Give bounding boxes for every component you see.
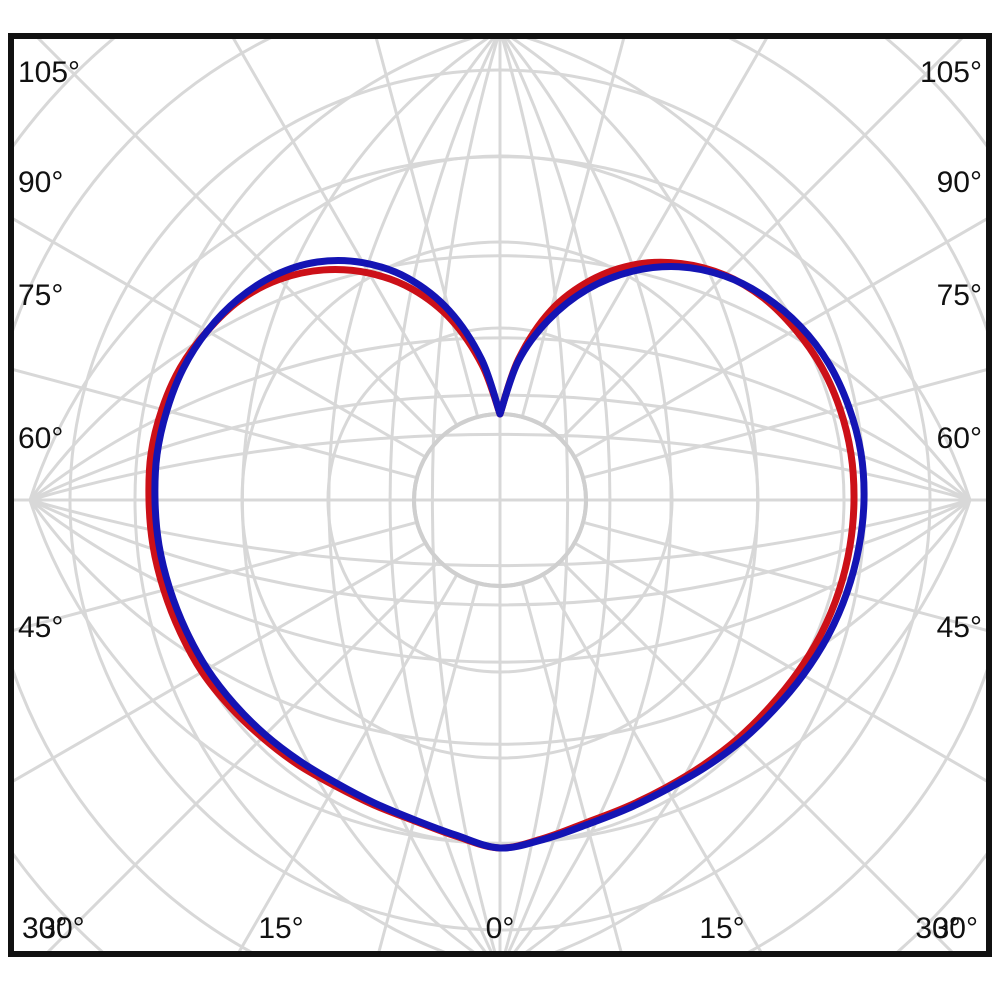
grid-spoke: [573, 217, 986, 459]
angle-label-bottom-30-4: 30°: [915, 912, 960, 945]
angle-label-left-75-2: 75°: [18, 279, 63, 312]
angle-label-left-60-3: 60°: [18, 422, 63, 455]
grid-spoke: [581, 520, 986, 632]
angle-label-left-30-5: 30°: [22, 912, 67, 945]
grid-spoke: [36, 39, 441, 441]
angle-label-left-90-1: 90°: [18, 166, 63, 199]
grid-spoke: [232, 39, 459, 427]
grid-spoke: [559, 39, 964, 441]
angle-label-bottom-15-3: 15°: [699, 912, 744, 945]
angle-label-left-45-4: 45°: [18, 611, 63, 644]
grid-spoke: [14, 520, 419, 632]
grid-spoke: [573, 541, 986, 783]
grid-spoke: [14, 368, 419, 480]
angle-label-right-75-2: 75°: [937, 279, 982, 312]
grid-spoke: [377, 581, 480, 951]
angle-label-bottom-15-1: 15°: [258, 912, 303, 945]
angle-label-left-105-0: 105°: [18, 56, 80, 89]
angle-label-right-45-4: 45°: [937, 611, 982, 644]
grid-spoke: [541, 39, 768, 427]
grid-spoke: [520, 581, 623, 951]
grid-spoke: [541, 573, 763, 951]
angle-label-right-60-3: 60°: [937, 422, 982, 455]
angle-label-right-90-1: 90°: [937, 166, 982, 199]
grid-spoke: [520, 39, 626, 419]
distribution-curves: [145, 257, 868, 852]
distribution-curve-c90-c270: [151, 257, 868, 852]
grid-spoke: [14, 217, 427, 459]
grid-spoke: [374, 39, 480, 419]
angle-label-right-105-0: 105°: [920, 56, 982, 89]
grid-spoke: [14, 541, 427, 783]
grid-spoke: [581, 368, 986, 480]
grid-spoke: [559, 559, 954, 951]
angle-label-bottom-0-2: 0°: [486, 912, 515, 945]
angle-label-bottom-30-0: 30°: [39, 912, 84, 945]
grid-spoke: [46, 559, 441, 951]
grid-spoke: [237, 573, 459, 951]
axis-labels: 105°90°75°60°45°30°105°90°75°60°45°30°30…: [18, 56, 982, 945]
angle-label-right-30-5: 30°: [933, 912, 978, 945]
